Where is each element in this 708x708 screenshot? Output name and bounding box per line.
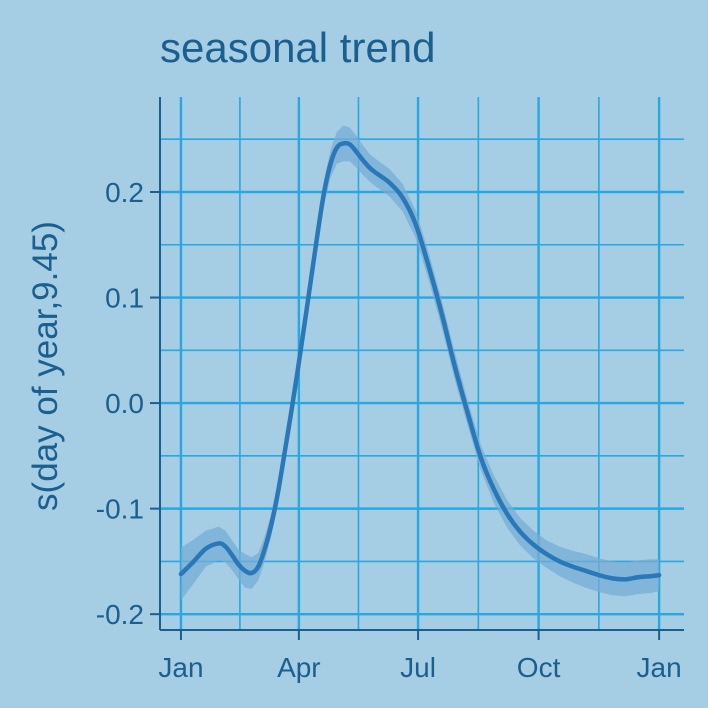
chart-title: seasonal trend [160,24,436,71]
y-tick-label: -0.2 [96,599,144,630]
trend-line-series [178,140,662,582]
y-tick-label: 0.2 [105,177,144,208]
y-axis-label: s(day of year,9.45) [26,221,65,511]
axes [150,97,684,640]
x-tick-label: Jul [400,652,436,683]
y-tick-label: -0.1 [96,494,144,525]
tick-labels: -0.2 -0.1 0.0 0.1 0.2 Jan Apr Jul Oct Jan [96,177,682,683]
x-tick-label: Oct [517,652,561,683]
y-tick-label: 0.0 [105,388,144,419]
x-tick-label: Jan [158,652,203,683]
x-tick-label: Jan [637,652,682,683]
y-tick-label: 0.1 [105,283,144,314]
x-tick-label: Apr [277,652,321,683]
trend-line [178,140,662,582]
